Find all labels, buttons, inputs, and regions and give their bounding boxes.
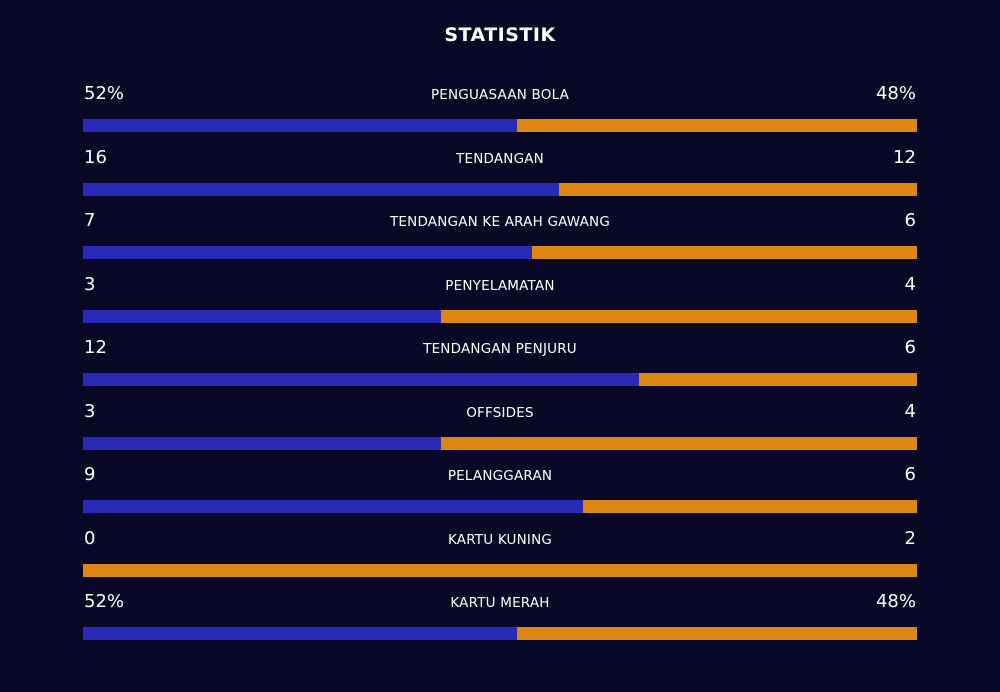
stat-labels: 3 PENYELAMATAN 4 [83,273,917,297]
stat-name: TENDANGAN KE ARAH GAWANG [389,214,611,230]
away-bar-segment [531,246,917,259]
stat-labels: 9 PELANGGARAN 6 [83,463,917,487]
stat-name: KARTU KUNING [447,531,553,548]
stat-row: 52% PENGUASAAN BOLA 48% [83,82,917,146]
home-bar-segment [83,436,441,450]
stat-name: KARTU MERAH [450,595,550,611]
stat-row: 3 OFFSIDES 4 [83,400,917,464]
home-value: 7 [84,210,96,231]
home-bar-segment [83,119,517,132]
stats-list: 52% PENGUASAAN BOLA 48% 16 TENDANGAN 12 7 TENDA… [83,82,917,654]
stat-labels: 16 TENDANGAN 12 [83,146,917,170]
stat-bar [83,500,917,513]
away-bar-segment [559,182,917,196]
stat-name: TENDANGAN PENJURU [423,341,577,357]
stat-name: PENYELAMATAN [445,277,555,294]
home-bar-segment [83,627,517,640]
away-value: 6 [904,464,916,485]
home-bar-segment [83,246,532,259]
stat-bar [83,436,917,450]
home-value: 3 [84,273,96,295]
home-value: 52% [84,591,125,612]
stat-labels: 12 TENDANGAN PENJURU 6 [83,336,917,360]
stat-labels: 52% KARTU MERAH 48% [83,590,917,614]
home-value: 3 [84,400,96,422]
away-bar-segment [583,500,917,513]
stat-name: OFFSIDES [466,404,534,421]
home-value: 9 [84,464,96,485]
stat-labels: 0 KARTU KUNING 2 [83,527,917,551]
stat-name: PELANGGARAN [447,468,553,484]
stat-row: 16 TENDANGAN 12 [83,146,917,210]
stat-labels: 3 OFFSIDES 4 [83,400,917,424]
away-value: 4 [904,273,916,295]
home-value: 52% [84,83,125,104]
away-value: 6 [904,210,916,231]
stat-bar [83,246,917,259]
stat-row: 7 TENDANGAN KE ARAH GAWANG 6 [83,209,917,273]
home-bar-segment [83,309,441,323]
away-bar-segment [83,563,917,577]
home-bar-segment [83,182,560,196]
stat-row: 9 PELANGGARAN 6 [83,463,917,527]
away-bar-segment [639,373,917,386]
stat-row: 52% KARTU MERAH 48% [83,590,917,654]
stat-row: 3 PENYELAMATAN 4 [83,273,917,337]
home-value: 16 [84,146,107,168]
home-bar-segment [83,373,640,386]
away-bar-segment [440,436,917,450]
away-value: 12 [893,146,916,168]
away-value: 2 [904,527,916,549]
away-bar-segment [440,309,917,323]
away-value: 48% [875,591,916,612]
away-bar-segment [516,119,917,132]
stat-bar [83,373,917,386]
stat-bar [83,563,917,577]
stat-bar [83,182,917,196]
away-value: 4 [904,400,916,422]
away-value: 6 [904,337,916,358]
stat-name: PENGUASAAN BOLA [430,87,570,103]
home-value: 12 [84,337,107,358]
stat-name: TENDANGAN [456,150,544,167]
stat-labels: 52% PENGUASAAN BOLA 48% [83,82,917,106]
stat-bar [83,119,917,132]
stat-bar [83,309,917,323]
stat-labels: 7 TENDANGAN KE ARAH GAWANG 6 [83,209,917,233]
home-bar-segment [83,500,584,513]
page-title: STATISTIK [444,24,556,46]
stat-row: 0 KARTU KUNING 2 [83,527,917,591]
stat-bar [83,627,917,640]
away-value: 48% [875,83,916,104]
home-value: 0 [84,527,96,549]
stat-row: 12 TENDANGAN PENJURU 6 [83,336,917,400]
away-bar-segment [516,627,917,640]
